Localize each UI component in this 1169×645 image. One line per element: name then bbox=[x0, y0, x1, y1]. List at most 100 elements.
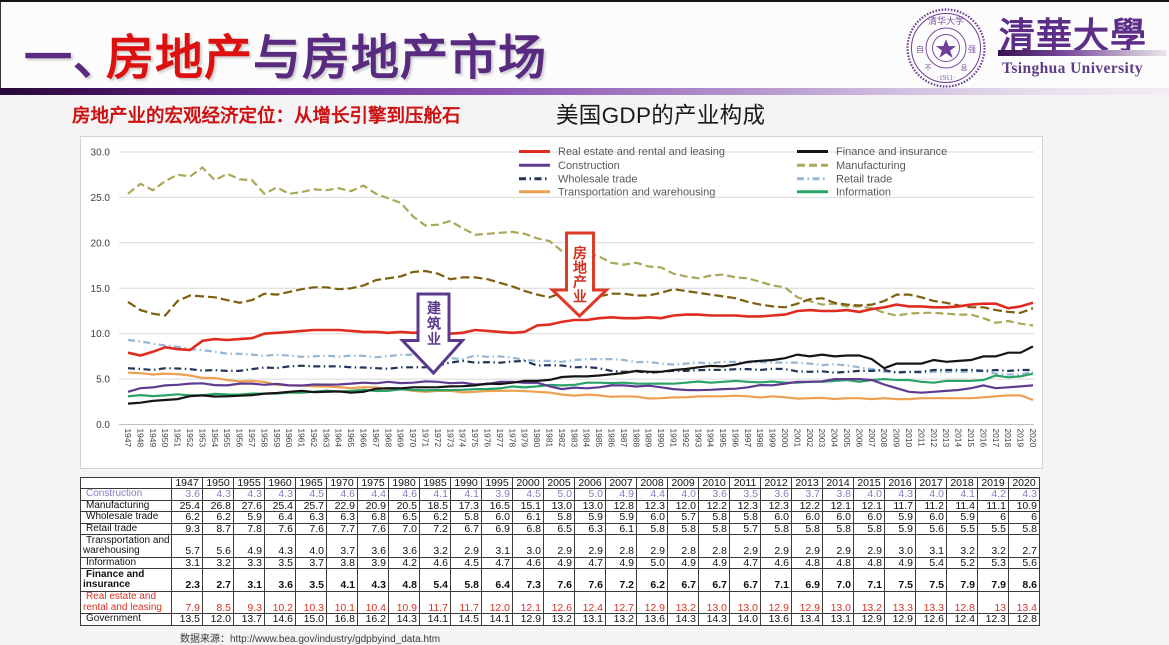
svg-text:2007: 2007 bbox=[867, 429, 877, 448]
svg-text:1992: 1992 bbox=[681, 429, 691, 448]
svg-text:1979: 1979 bbox=[520, 429, 530, 448]
svg-text:2004: 2004 bbox=[830, 429, 840, 448]
svg-text:2014: 2014 bbox=[954, 429, 964, 448]
svg-text:2018: 2018 bbox=[1003, 429, 1013, 448]
svg-text:2010: 2010 bbox=[904, 429, 914, 448]
svg-text:建: 建 bbox=[427, 300, 441, 316]
svg-text:1957: 1957 bbox=[247, 429, 257, 448]
svg-text:0.0: 0.0 bbox=[96, 420, 110, 431]
svg-text:2019: 2019 bbox=[1016, 429, 1026, 448]
svg-text:业: 业 bbox=[573, 289, 587, 305]
svg-text:2020: 2020 bbox=[1028, 429, 1038, 448]
svg-text:2002: 2002 bbox=[805, 429, 815, 448]
svg-text:2012: 2012 bbox=[929, 429, 939, 448]
svg-text:1963: 1963 bbox=[321, 429, 331, 448]
svg-text:1996: 1996 bbox=[731, 429, 741, 448]
svg-text:1981: 1981 bbox=[545, 429, 555, 448]
svg-text:1956: 1956 bbox=[235, 429, 245, 448]
svg-text:1986: 1986 bbox=[607, 429, 617, 448]
svg-text:1971: 1971 bbox=[421, 429, 431, 448]
svg-text:筑: 筑 bbox=[427, 316, 441, 332]
svg-text:2003: 2003 bbox=[817, 429, 827, 448]
svg-text:1983: 1983 bbox=[569, 429, 579, 448]
svg-text:强: 强 bbox=[968, 45, 976, 54]
svg-text:1987: 1987 bbox=[619, 429, 629, 448]
svg-text:1947: 1947 bbox=[123, 429, 133, 448]
svg-text:1949: 1949 bbox=[148, 429, 158, 448]
svg-text:2001: 2001 bbox=[792, 429, 802, 448]
svg-text:1965: 1965 bbox=[346, 429, 356, 448]
svg-text:2015: 2015 bbox=[966, 429, 976, 448]
svg-text:1968: 1968 bbox=[383, 429, 393, 448]
svg-text:2011: 2011 bbox=[916, 429, 926, 447]
svg-text:1999: 1999 bbox=[768, 429, 778, 448]
svg-text:1982: 1982 bbox=[557, 429, 567, 448]
svg-text:30.0: 30.0 bbox=[91, 148, 111, 159]
svg-text:5.0: 5.0 bbox=[96, 375, 110, 386]
svg-text:1973: 1973 bbox=[445, 429, 455, 448]
svg-text:1977: 1977 bbox=[495, 429, 505, 448]
svg-text:1976: 1976 bbox=[483, 429, 493, 448]
svg-text:1955: 1955 bbox=[222, 429, 232, 448]
svg-text:2006: 2006 bbox=[854, 429, 864, 448]
svg-text:1962: 1962 bbox=[309, 429, 319, 448]
svg-text:1961: 1961 bbox=[297, 429, 307, 448]
svg-text:Construction: Construction bbox=[558, 160, 620, 172]
svg-text:Finance and insurance: Finance and insurance bbox=[836, 146, 947, 158]
svg-text:2017: 2017 bbox=[991, 429, 1001, 448]
svg-text:1995: 1995 bbox=[718, 429, 728, 448]
svg-text:1954: 1954 bbox=[210, 429, 220, 448]
svg-text:1967: 1967 bbox=[371, 429, 381, 448]
svg-text:1953: 1953 bbox=[197, 429, 207, 448]
svg-text:1974: 1974 bbox=[458, 429, 468, 448]
svg-text:息: 息 bbox=[961, 63, 968, 72]
svg-text:2013: 2013 bbox=[941, 429, 951, 448]
svg-text:产: 产 bbox=[573, 274, 587, 290]
svg-text:1952: 1952 bbox=[185, 429, 195, 448]
svg-text:1991: 1991 bbox=[669, 429, 679, 448]
svg-text:自: 自 bbox=[916, 44, 924, 54]
svg-text:Information: Information bbox=[836, 187, 891, 199]
svg-text:Retail trade: Retail trade bbox=[836, 174, 892, 186]
svg-text:1966: 1966 bbox=[359, 429, 369, 448]
svg-text:1951: 1951 bbox=[173, 429, 183, 448]
svg-text:25.0: 25.0 bbox=[91, 193, 111, 204]
svg-text:1997: 1997 bbox=[743, 429, 753, 448]
svg-text:1985: 1985 bbox=[594, 429, 604, 448]
svg-text:1950: 1950 bbox=[160, 429, 170, 448]
svg-text:1989: 1989 bbox=[644, 429, 654, 448]
svg-text:1970: 1970 bbox=[408, 429, 418, 448]
svg-text:Transportation and warehousing: Transportation and warehousing bbox=[558, 187, 715, 199]
svg-text:1984: 1984 bbox=[582, 429, 592, 448]
svg-text:2016: 2016 bbox=[978, 429, 988, 448]
svg-text:10.0: 10.0 bbox=[91, 329, 111, 340]
svg-text:1993: 1993 bbox=[693, 429, 703, 448]
svg-text:15.0: 15.0 bbox=[91, 284, 111, 295]
svg-text:1980: 1980 bbox=[532, 429, 542, 448]
svg-text:2000: 2000 bbox=[780, 429, 790, 448]
svg-text:1994: 1994 bbox=[706, 429, 716, 448]
svg-text:1998: 1998 bbox=[755, 429, 765, 448]
svg-text:1972: 1972 bbox=[433, 429, 443, 448]
svg-text:1988: 1988 bbox=[631, 429, 641, 448]
svg-text:2005: 2005 bbox=[842, 429, 852, 448]
svg-text:1959: 1959 bbox=[272, 429, 282, 448]
svg-text:1969: 1969 bbox=[396, 429, 406, 448]
svg-text:1990: 1990 bbox=[656, 429, 666, 448]
svg-text:不: 不 bbox=[925, 64, 932, 72]
svg-text:2008: 2008 bbox=[879, 429, 889, 448]
svg-text:Real estate and rental and lea: Real estate and rental and leasing bbox=[558, 146, 725, 158]
svg-text:业: 业 bbox=[427, 331, 441, 347]
svg-text:·1911·: ·1911· bbox=[937, 74, 955, 82]
svg-text:2009: 2009 bbox=[892, 429, 902, 448]
svg-text:Manufacturing: Manufacturing bbox=[836, 160, 906, 172]
svg-text:房: 房 bbox=[573, 245, 587, 261]
svg-text:1958: 1958 bbox=[259, 429, 269, 448]
svg-text:Wholesale trade: Wholesale trade bbox=[558, 174, 638, 186]
svg-text:清华大学: 清华大学 bbox=[928, 15, 964, 26]
svg-text:1975: 1975 bbox=[470, 429, 480, 448]
svg-text:地: 地 bbox=[573, 260, 587, 276]
svg-text:1948: 1948 bbox=[135, 429, 145, 448]
svg-text:1960: 1960 bbox=[284, 429, 294, 448]
svg-text:20.0: 20.0 bbox=[91, 238, 111, 249]
